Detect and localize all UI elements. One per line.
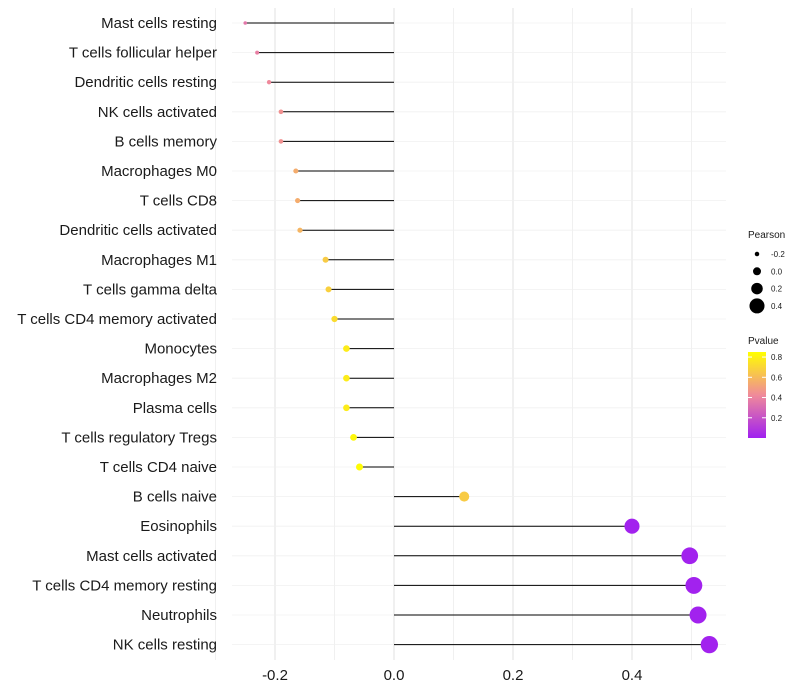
- category-label: B cells naive: [133, 489, 217, 506]
- lollipop-point: [700, 635, 719, 654]
- lollipop-point: [343, 404, 350, 412]
- pvalue-legend-label: 0.8: [771, 353, 783, 362]
- point-layer: [243, 21, 719, 654]
- lollipop-point: [278, 139, 284, 144]
- lollipop-point: [356, 463, 363, 471]
- category-label: Neutrophils: [141, 607, 217, 624]
- lollipop-point: [343, 345, 350, 352]
- lollipop-point: [685, 576, 703, 594]
- category-label: Mast cells resting: [101, 15, 217, 32]
- category-label: T cells follicular helper: [69, 45, 217, 62]
- lollipop-point: [343, 374, 350, 382]
- pvalue-legend: Pvalue 0.8 0.6 0.4 0.2: [748, 336, 783, 438]
- pearson-legend-key: [749, 298, 765, 314]
- pearson-legend-key: [751, 282, 763, 295]
- pearson-legend-label: -0.2: [771, 250, 785, 259]
- pearson-legend-label: 0.2: [771, 285, 783, 294]
- lollipop-point: [243, 21, 248, 25]
- lollipop-point: [681, 547, 699, 565]
- category-label: T cells CD4 memory resting: [32, 577, 217, 594]
- lollipop-point: [331, 315, 338, 323]
- pvalue-legend-title: Pvalue: [748, 336, 779, 347]
- pearson-legend-key: [754, 251, 760, 257]
- category-label: T cells CD4 naive: [100, 459, 217, 476]
- stem-layer: [245, 22, 710, 646]
- lollipop-point: [266, 80, 272, 85]
- pearson-legend-label: 0.4: [771, 302, 783, 311]
- category-label: T cells CD8: [140, 193, 217, 210]
- lollipop-point: [350, 434, 357, 441]
- category-label: T cells regulatory Tregs: [61, 429, 217, 446]
- category-label: NK cells activated: [98, 104, 217, 121]
- x-tick-label: 0.0: [384, 667, 405, 684]
- lollipop-point: [278, 109, 284, 115]
- x-tick-label: -0.2: [262, 667, 288, 684]
- pvalue-legend-label: 0.2: [771, 414, 783, 423]
- category-label: Macrophages M2: [101, 370, 217, 387]
- lollipop-point: [322, 256, 329, 263]
- pearson-legend-key: [753, 267, 761, 276]
- category-label: Eosinophils: [140, 518, 217, 535]
- category-label: Dendritic cells activated: [59, 222, 217, 239]
- lollipop-point: [624, 518, 640, 534]
- lollipop-point: [325, 286, 332, 293]
- category-label: T cells CD4 memory activated: [17, 311, 217, 328]
- category-label: Macrophages M1: [101, 252, 217, 269]
- lollipop-point: [293, 168, 299, 174]
- lollipop-point: [297, 227, 303, 233]
- category-label: Plasma cells: [133, 400, 217, 417]
- pvalue-legend-label: 0.6: [771, 373, 783, 382]
- pearson-legend-label: 0.0: [771, 267, 783, 276]
- x-tick-label: 0.2: [503, 667, 524, 684]
- x-axis-ticks: -0.2 0.0 0.2 0.4: [262, 667, 642, 684]
- category-label: Mast cells activated: [86, 548, 217, 565]
- pvalue-legend-label: 0.4: [771, 394, 783, 403]
- x-tick-label: 0.4: [622, 667, 643, 684]
- category-label: Dendritic cells resting: [74, 74, 217, 91]
- category-label: Monocytes: [144, 341, 217, 358]
- lollipop-point: [459, 491, 470, 502]
- lollipop-point: [255, 50, 260, 55]
- category-label: T cells gamma delta: [83, 281, 218, 298]
- category-label: B cells memory: [114, 133, 217, 150]
- pearson-legend: Pearson -0.2 0.0 0.2 0.4: [748, 230, 785, 314]
- lollipop-point: [295, 198, 301, 204]
- category-label: NK cells resting: [113, 637, 217, 654]
- grid-layer: [215, 8, 726, 660]
- pearson-legend-title: Pearson: [748, 230, 785, 241]
- lollipop-point: [689, 606, 707, 624]
- category-label: Macrophages M0: [101, 163, 217, 180]
- category-labels: Mast cells resting T cells follicular hel…: [17, 15, 217, 654]
- pvalue-colorbar: [748, 352, 766, 438]
